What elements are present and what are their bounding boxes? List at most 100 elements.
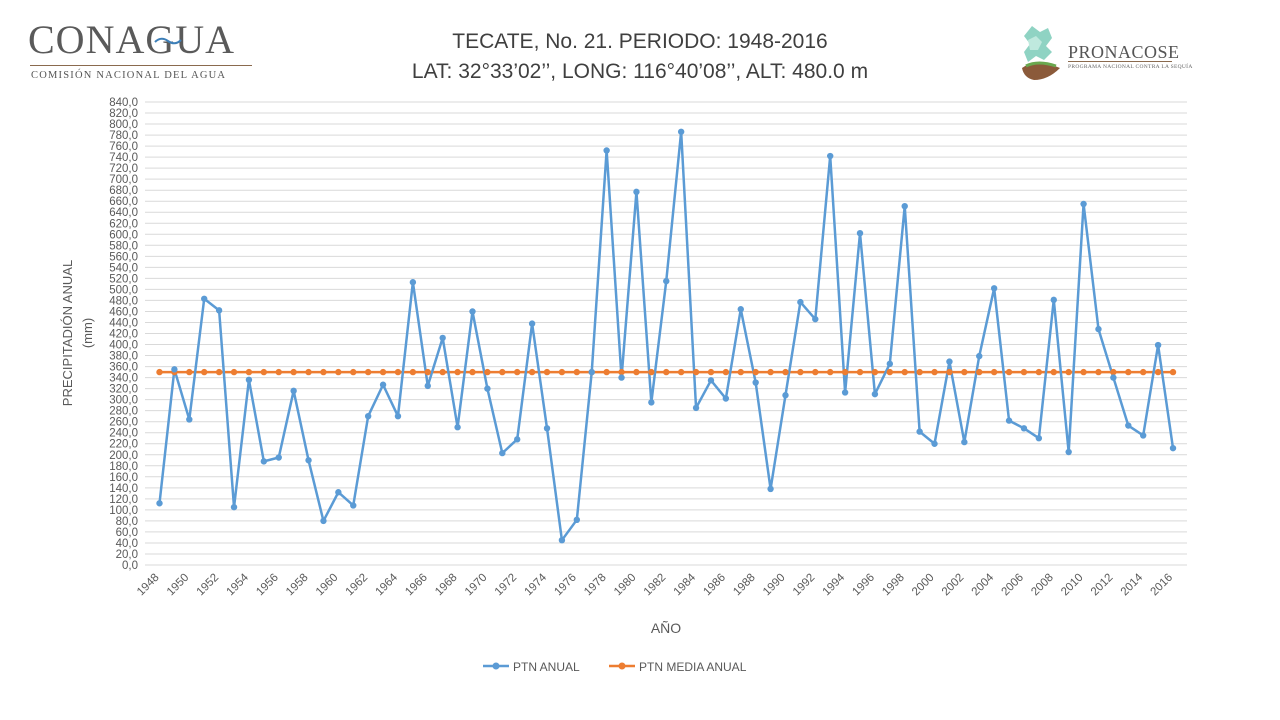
y-tick-label: 360,0 [109,362,138,374]
x-tick-label: 2006 [999,572,1026,599]
data-point-ptn-media-anual [484,368,491,376]
x-tick-label: 1950 [165,572,192,599]
data-point-ptn-media-anual [916,368,923,376]
pronacose-logo: PRONACOSE PROGRAMA NACIONAL CONTRA LA SE… [1018,22,1192,84]
data-point-ptn-media-anual [752,368,759,376]
y-tick-label: 280,0 [109,406,138,418]
data-point-ptn-media-anual [1035,368,1043,376]
data-point-ptn-media-anual [618,368,625,376]
y-tick-label: 340,0 [109,373,138,385]
y-tick-label: 460,0 [109,306,138,318]
data-point-ptn-media-anual [961,368,968,376]
data-point-ptn-media-anual [633,368,640,376]
data-point-ptn-media-anual [1169,368,1177,376]
data-point-ptn-media-anual [1110,368,1117,376]
y-tick-label: 60,0 [116,527,138,539]
data-point-ptn-anual [514,436,521,443]
data-point-ptn-anual [409,279,417,286]
data-point-ptn-media-anual [663,368,670,376]
y-tick-label: 760,0 [109,141,138,153]
series-points [156,128,1177,544]
data-point-ptn-anual [752,379,759,386]
data-point-ptn-media-anual [722,368,730,376]
conagua-logo-subtitle: COMISIÓN NACIONAL DEL AGUA [31,70,227,81]
y-tick-label: 700,0 [109,174,138,186]
data-point-ptn-media-anual [1139,368,1147,376]
data-point-ptn-media-anual [1125,368,1132,376]
data-point-ptn-media-anual [290,368,297,376]
data-point-ptn-media-anual [558,368,566,376]
data-point-ptn-media-anual [394,368,402,376]
data-point-ptn-anual [305,457,312,464]
data-point-ptn-anual [215,307,223,314]
x-tick-label: 1998 [880,572,907,599]
x-tick-label: 1970 [463,572,490,599]
x-tick-label: 1968 [433,572,460,599]
data-point-ptn-media-anual [1050,368,1057,376]
data-point-ptn-anual [543,425,551,432]
y-tick-label: 740,0 [109,152,138,164]
data-point-ptn-media-anual [886,368,894,376]
y-tick-label: 500,0 [109,284,138,296]
data-point-ptn-media-anual [454,368,461,376]
x-tick-label: 1996 [850,572,877,599]
data-point-ptn-anual [1125,422,1132,429]
y-tick-label: 40,0 [116,538,138,550]
data-point-ptn-anual [558,536,566,544]
y-tick-label: 160,0 [109,472,138,484]
y-tick-label: 260,0 [109,417,138,429]
data-point-ptn-anual [1035,435,1043,442]
data-point-ptn-anual [990,285,998,292]
data-point-ptn-anual [379,381,387,388]
data-point-ptn-anual [692,404,700,412]
y-tick-label: 400,0 [109,340,138,352]
x-tick-label: 2010 [1059,572,1086,599]
y-tick-label: 640,0 [109,207,138,219]
y-tick-label: 600,0 [109,229,138,241]
data-point-ptn-media-anual [1020,368,1028,376]
data-point-ptn-anual [841,389,849,396]
data-point-ptn-anual [201,295,208,302]
data-point-ptn-anual [275,454,282,461]
data-point-ptn-anual [797,298,804,306]
legend: PTN ANUAL PTN MEDIA ANUAL [483,660,747,674]
x-tick-label: 1960 [314,572,341,599]
y-tick-label: 120,0 [109,494,138,506]
data-point-ptn-media-anual [528,368,536,376]
y-tick-label: 520,0 [109,273,138,285]
conagua-logo-rule [30,65,252,66]
y-tick-label: 0,0 [122,560,138,572]
y-tick-label: 220,0 [109,439,138,451]
data-point-ptn-media-anual [841,368,849,376]
data-point-ptn-media-anual [946,368,953,376]
data-point-ptn-media-anual [305,368,312,376]
data-point-ptn-anual [290,387,297,395]
data-point-ptn-anual [633,188,640,196]
x-tick-label: 1954 [224,571,251,598]
data-point-ptn-media-anual [931,368,938,376]
data-point-ptn-anual [1065,448,1072,456]
series-lines [158,130,1175,542]
y-tick-label: 580,0 [109,240,138,252]
data-point-ptn-media-anual [230,368,238,376]
data-point-ptn-media-anual [1080,368,1087,376]
data-point-ptn-anual [573,516,581,524]
data-point-ptn-anual [245,376,253,383]
data-point-ptn-anual [528,320,536,327]
conagua-logo-wordmark: CONAGUA [28,17,235,62]
data-point-ptn-anual [976,352,983,360]
y-tick-label: 180,0 [109,461,138,473]
legend-label-ptn-anual: PTN ANUAL [513,660,580,674]
x-tick-label: 1986 [701,572,728,599]
chart-title-line1: TECATE, No. 21. PERIODO: 1948-2016 [452,30,828,53]
data-point-ptn-anual [871,390,879,398]
x-tick-label: 1966 [403,572,430,599]
y-tick-label: 200,0 [109,450,138,462]
y-tick-label: 620,0 [109,218,138,230]
x-tick-label: 1964 [374,571,401,598]
data-point-ptn-media-anual [245,368,253,376]
data-point-ptn-anual [1095,325,1102,333]
data-point-ptn-anual [1080,200,1087,208]
data-point-ptn-anual [782,392,789,399]
